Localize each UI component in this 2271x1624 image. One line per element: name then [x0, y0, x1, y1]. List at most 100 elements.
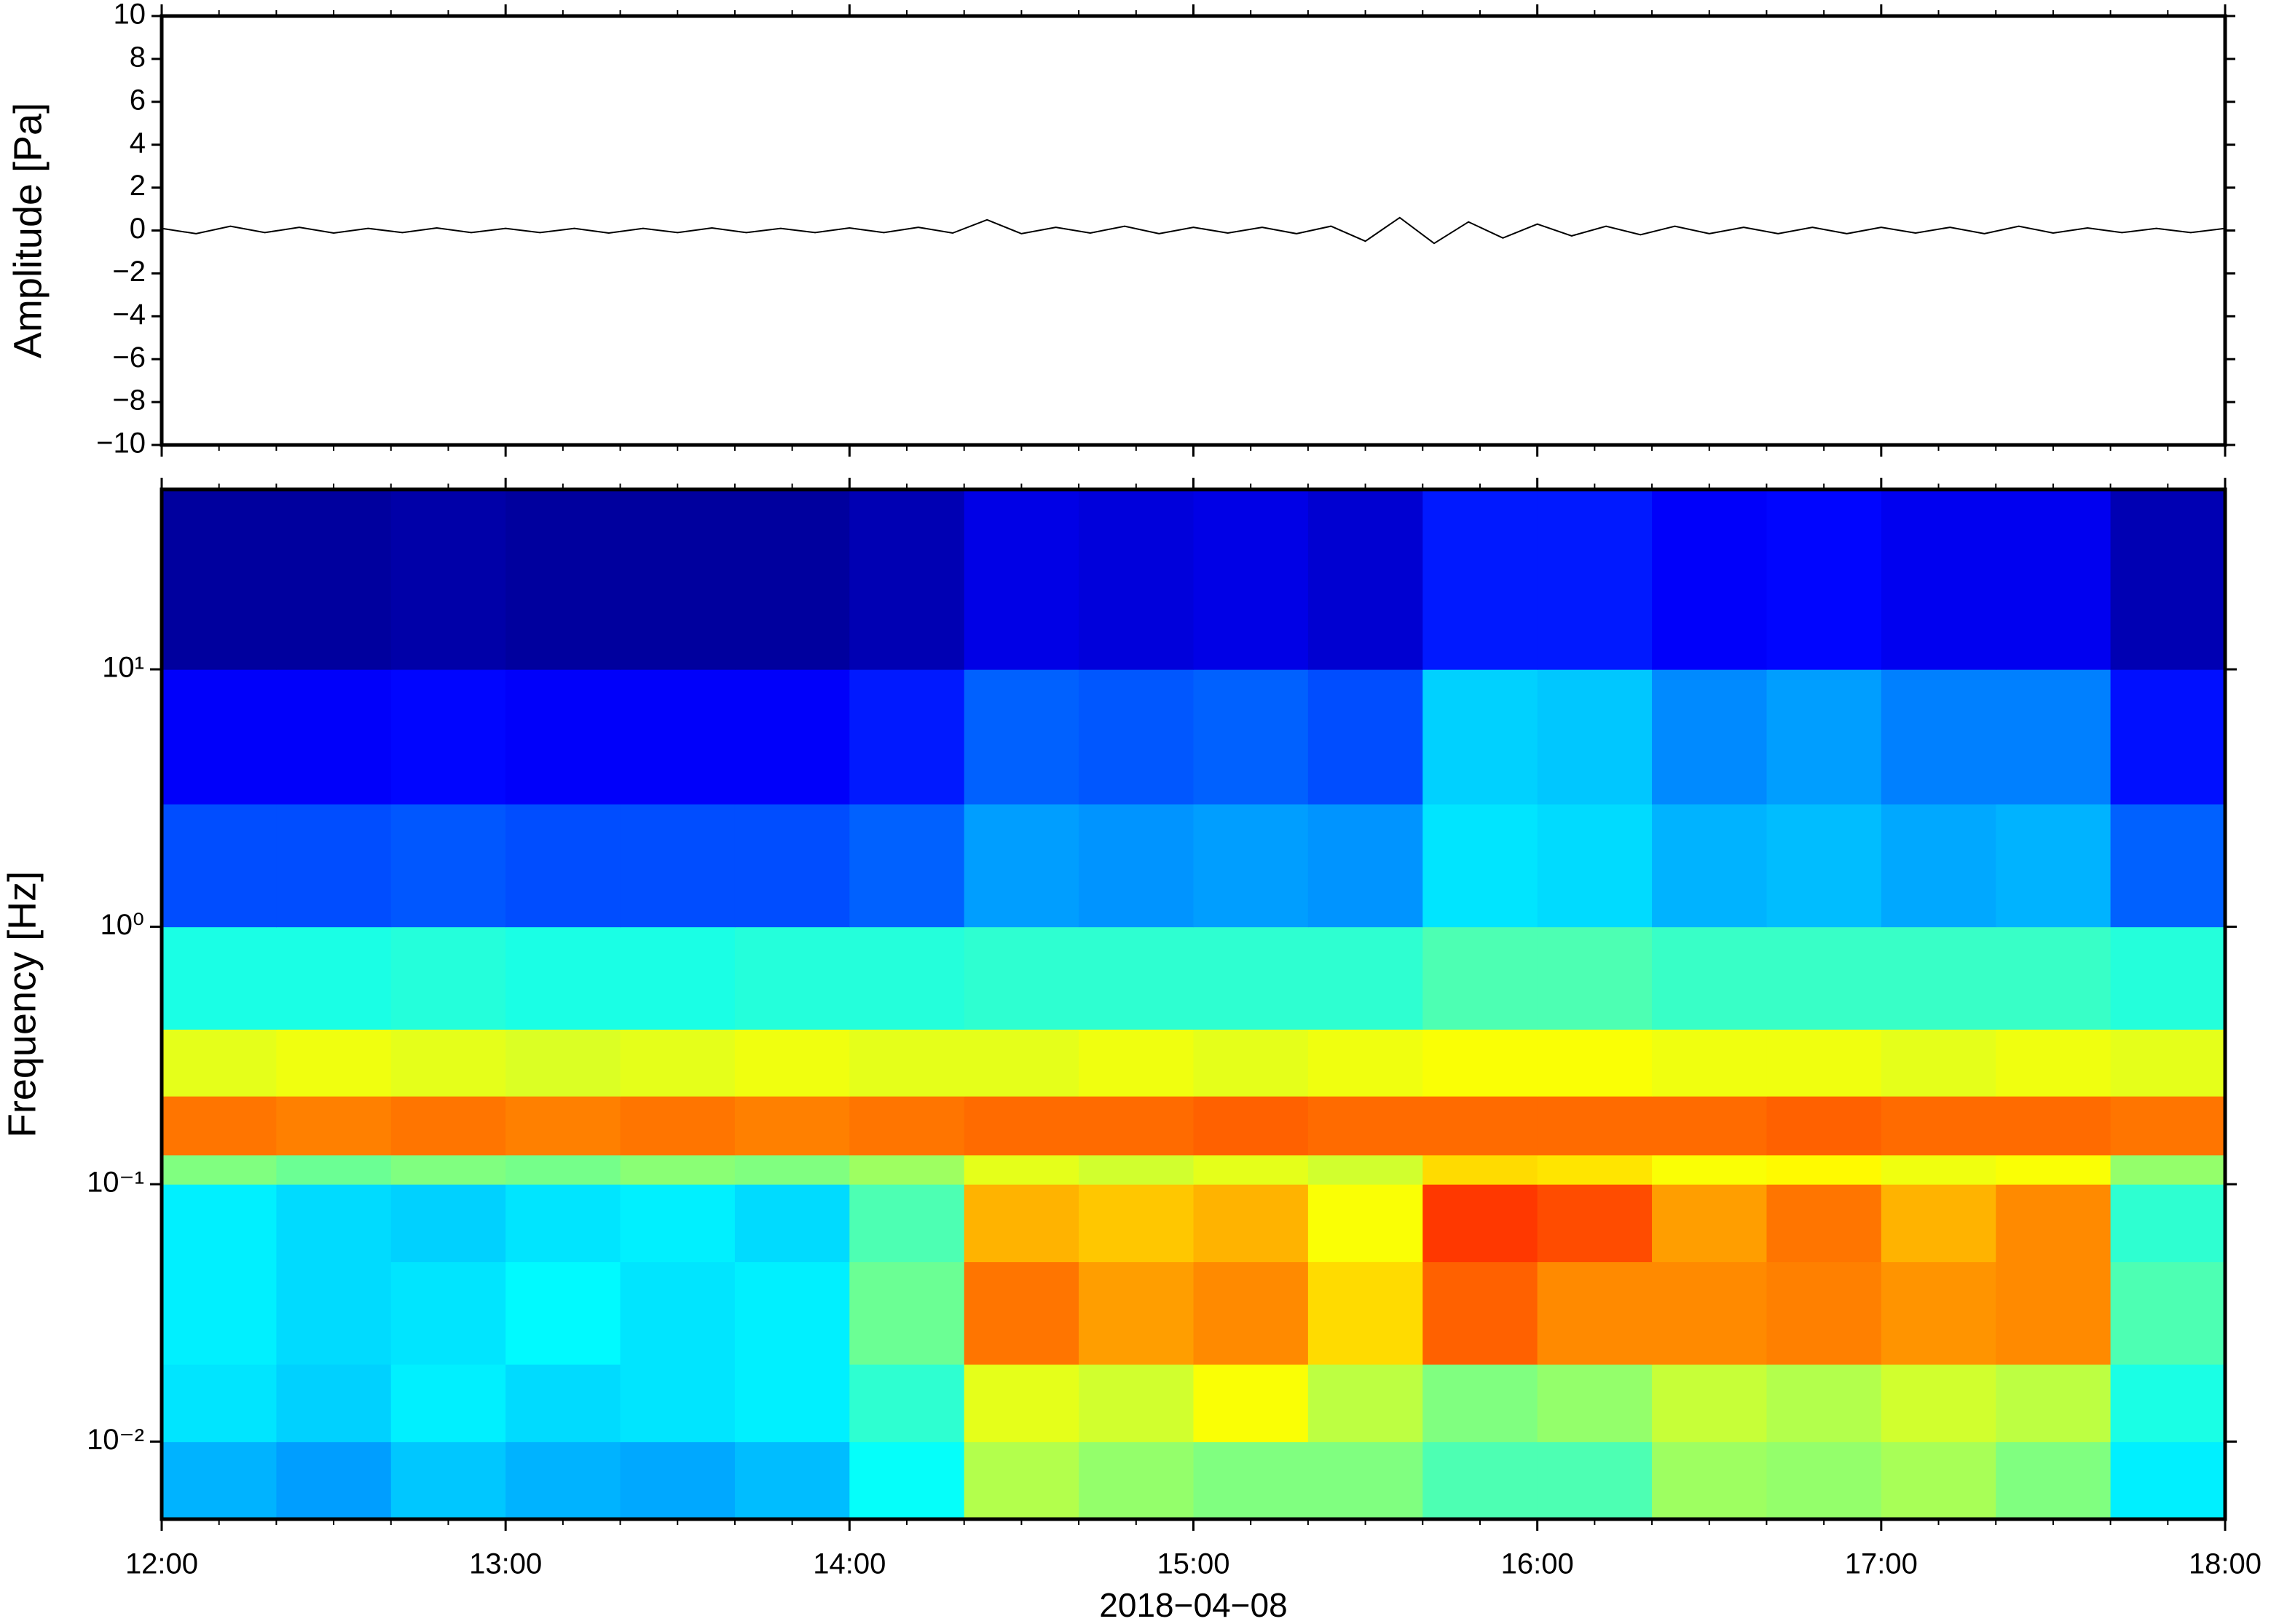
heatmap-cell — [1422, 1096, 1538, 1156]
heatmap-cell — [2110, 1364, 2226, 1443]
heatmap-cell — [2110, 926, 2226, 1030]
heatmap-cell — [849, 669, 965, 805]
heatmap-cell — [1079, 803, 1194, 928]
heatmap-cell — [505, 1029, 621, 1097]
heatmap-cell — [505, 1154, 621, 1185]
heatmap-cell — [1537, 926, 1653, 1030]
x-tick-label: 13:00 — [469, 1548, 542, 1580]
heatmap-cell — [390, 669, 506, 805]
heatmap-cell — [1652, 1096, 1768, 1156]
heatmap-cell — [1766, 1364, 1882, 1443]
heatmap-cell — [162, 1029, 277, 1097]
heatmap-cell — [734, 1184, 850, 1263]
heatmap-cell — [734, 1096, 850, 1156]
heatmap-cell — [1652, 669, 1768, 805]
heatmap-cell — [1881, 669, 1996, 805]
heatmap-cell — [1422, 1154, 1538, 1185]
heatmap-cell — [1881, 1096, 1996, 1156]
heatmap-cell — [1307, 1096, 1423, 1156]
y-tick-label: 10¹ — [102, 652, 144, 684]
plot-frame — [160, 14, 2227, 447]
heatmap-cell — [1652, 1154, 1768, 1185]
heatmap-cell — [964, 1096, 1079, 1156]
heatmap-cell — [1766, 926, 1882, 1030]
heatmap-cell — [505, 489, 621, 670]
heatmap-cell — [964, 803, 1079, 928]
heatmap-cell — [1996, 1029, 2111, 1097]
heatmap-cell — [162, 1364, 277, 1443]
heatmap-cell — [849, 1441, 965, 1520]
heatmap-cell — [734, 1029, 850, 1097]
heatmap-cell — [1193, 1364, 1309, 1443]
heatmap-cell — [276, 669, 392, 805]
heatmap-cell — [1307, 1029, 1423, 1097]
heatmap-cell — [2110, 803, 2226, 928]
heatmap-cell — [276, 926, 392, 1030]
heatmap-cell — [1537, 1029, 1653, 1097]
heatmap-cell — [964, 926, 1079, 1030]
y-tick-label: −4 — [112, 299, 146, 331]
x-axis-label: 2018−04−08 — [1099, 1586, 1287, 1624]
heatmap-cell — [1996, 1154, 2111, 1185]
heatmap-cell — [734, 489, 850, 670]
heatmap-cell — [162, 669, 277, 805]
heatmap-cell — [276, 1029, 392, 1097]
heatmap-cell — [1881, 1029, 1996, 1097]
y-tick-label: 10⁻² — [87, 1424, 144, 1456]
heatmap-cell — [505, 669, 621, 805]
heatmap-cell — [505, 1364, 621, 1443]
heatmap-cell — [620, 669, 736, 805]
heatmap-cell — [849, 489, 965, 670]
heatmap-cell — [849, 1029, 965, 1097]
heatmap-cell — [1881, 926, 1996, 1030]
heatmap-cell — [1881, 1261, 1996, 1365]
heatmap-cell — [276, 1096, 392, 1156]
heatmap-cell — [1537, 1154, 1653, 1185]
heatmap-cell — [620, 1096, 736, 1156]
x-tick-label: 12:00 — [125, 1548, 198, 1580]
heatmap-cell — [1422, 489, 1538, 670]
heatmap-cell — [1307, 926, 1423, 1030]
heatmap-cell — [1193, 1261, 1309, 1365]
heatmap-cell — [276, 1261, 392, 1365]
heatmap-cell — [1766, 1029, 1882, 1097]
heatmap-cell — [1881, 1184, 1996, 1263]
heatmap-cell — [964, 1184, 1079, 1263]
heatmap-cell — [1079, 1261, 1194, 1365]
y-tick-label: 4 — [130, 127, 146, 159]
heatmap-cell — [1079, 1096, 1194, 1156]
y-tick-label: 8 — [130, 41, 146, 73]
heatmap-cell — [1996, 1364, 2111, 1443]
heatmap-cell — [162, 803, 277, 928]
heatmap-cell — [505, 926, 621, 1030]
heatmap-cell — [162, 1184, 277, 1263]
heatmap-cell — [1193, 1441, 1309, 1520]
heatmap-cell — [1193, 1184, 1309, 1263]
heatmap-cell — [1996, 1184, 2111, 1263]
heatmap-cell — [1307, 803, 1423, 928]
heatmap-cell — [1881, 1441, 1996, 1520]
heatmap-cell — [2110, 489, 2226, 670]
y-axis-label: Frequency [Hz] — [0, 871, 44, 1138]
heatmap-cell — [1766, 1441, 1882, 1520]
heatmap-cell — [1537, 1364, 1653, 1443]
heatmap-cell — [734, 669, 850, 805]
heatmap-cell — [2110, 1029, 2226, 1097]
heatmap-cell — [162, 489, 277, 670]
heatmap-cell — [1652, 926, 1768, 1030]
heatmap-cell — [1996, 669, 2111, 805]
heatmap-cell — [505, 803, 621, 928]
heatmap-cell — [390, 1029, 506, 1097]
heatmap-cell — [1307, 489, 1423, 670]
heatmap-cell — [1652, 489, 1768, 670]
heatmap-cell — [734, 1441, 850, 1520]
heatmap-cell — [1996, 926, 2111, 1030]
y-tick-label: 2 — [130, 170, 146, 202]
heatmap-cell — [849, 1184, 965, 1263]
heatmap-cell — [1766, 489, 1882, 670]
heatmap-cell — [1193, 1154, 1309, 1185]
heatmap-cell — [1422, 926, 1538, 1030]
heatmap-cell — [162, 1154, 277, 1185]
heatmap-cell — [276, 1441, 392, 1520]
heatmap-cell — [1996, 1261, 2111, 1365]
